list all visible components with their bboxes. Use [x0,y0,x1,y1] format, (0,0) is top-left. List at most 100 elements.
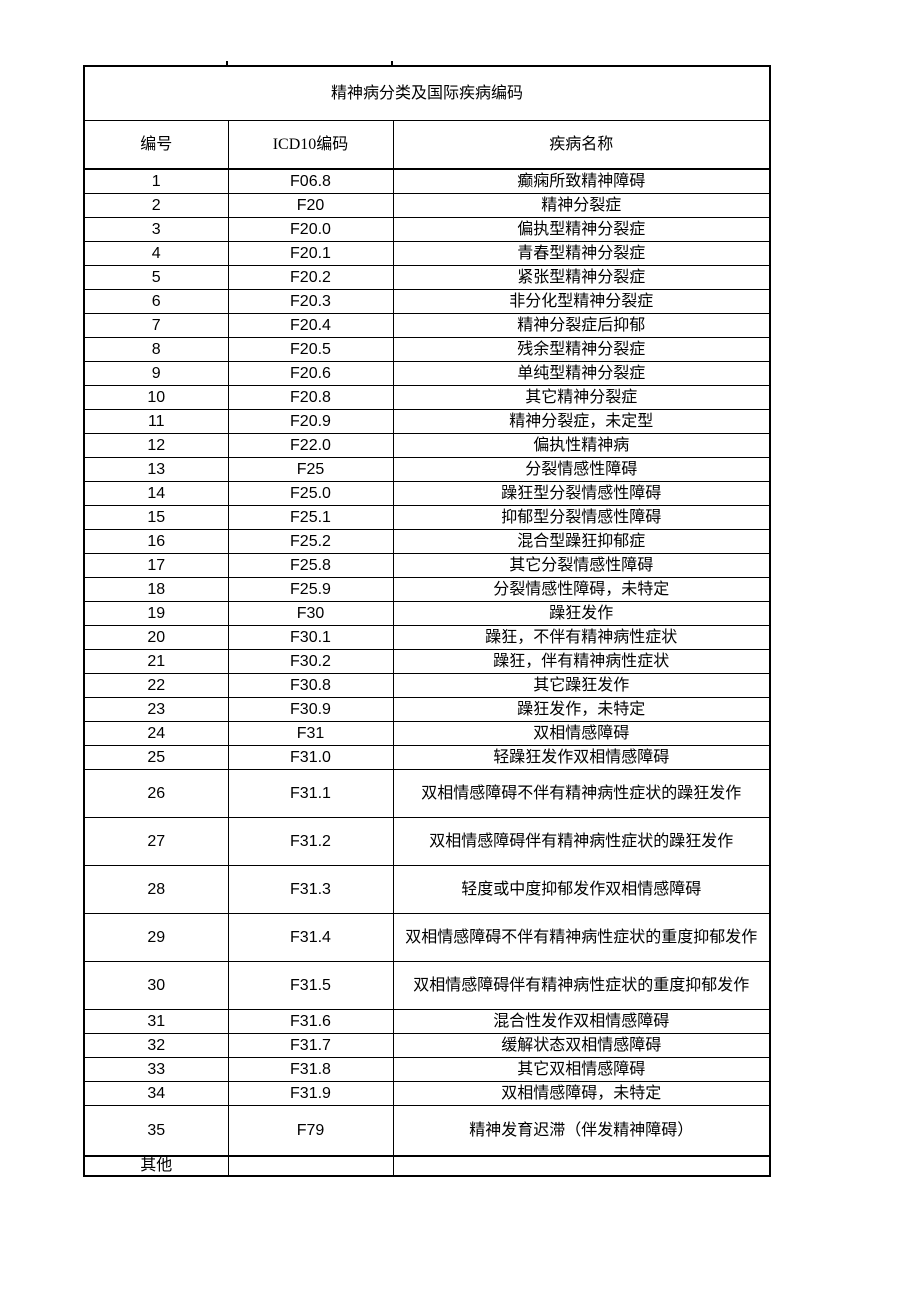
table-row: 27 F31.2 双相情感障碍伴有精神病性症状的躁狂发作 [83,817,771,866]
icd-code-cell: F25.0 [227,481,394,506]
disease-name-cell: 轻躁狂发作双相情感障碍 [392,745,771,770]
disease-name-cell: 精神分裂症，未定型 [392,409,771,434]
icd-code-cell: F20.8 [227,385,394,410]
disease-name-cell: 双相情感障碍伴有精神病性症状的重度抑郁发作 [392,961,771,1010]
icd-code-cell: F20.0 [227,217,394,242]
disease-name-cell: 偏执型精神分裂症 [392,217,771,242]
disease-name-cell: 躁狂，不伴有精神病性症状 [392,625,771,650]
icd-code-cell: F31.1 [227,769,394,818]
row-number-cell: 10 [83,385,229,410]
disease-name-cell: 双相情感障碍 [392,721,771,746]
icd-code-cell: F20.4 [227,313,394,338]
table-row: 32 F31.7 缓解状态双相情感障碍 [83,1033,771,1058]
row-number-cell: 2 [83,193,229,218]
icd-code-cell: F31.6 [227,1009,394,1034]
disease-name-cell: 癫痫所致精神障碍 [392,168,771,194]
disease-name-cell: 轻度或中度抑郁发作双相情感障碍 [392,865,771,914]
table-row: 25 F31.0 轻躁狂发作双相情感障碍 [83,745,771,770]
row-number-cell: 3 [83,217,229,242]
table-row: 16 F25.2 混合型躁狂抑郁症 [83,529,771,554]
disease-name-cell: 缓解状态双相情感障碍 [392,1033,771,1058]
row-number-cell: 21 [83,649,229,674]
column-header-icd10: ICD10编码 [227,120,394,170]
disease-name-cell: 偏执性精神病 [392,433,771,458]
table-row: 23 F30.9 躁狂发作，未特定 [83,697,771,722]
disease-name-cell: 其它精神分裂症 [392,385,771,410]
icd-code-cell: F79 [227,1105,394,1157]
table-row: 30 F31.5 双相情感障碍伴有精神病性症状的重度抑郁发作 [83,961,771,1010]
row-number-cell: 31 [83,1009,229,1034]
icd-code-cell: F31.8 [227,1057,394,1082]
table-row: 2 F20 精神分裂症 [83,193,771,218]
disease-name-cell: 其它双相情感障碍 [392,1057,771,1082]
table-row: 10 F20.8 其它精神分裂症 [83,385,771,410]
row-number-cell: 22 [83,673,229,698]
icd-code-cell: F30.1 [227,625,394,650]
row-number-cell: 12 [83,433,229,458]
row-number-cell: 18 [83,577,229,602]
table-row: 34 F31.9 双相情感障碍，未特定 [83,1081,771,1106]
icd-code-cell: F06.8 [227,168,394,194]
icd-code-cell: F20 [227,193,394,218]
table-row: 19 F30 躁狂发作 [83,601,771,626]
border-stub-left [226,61,228,65]
disease-name-cell: 非分化型精神分裂症 [392,289,771,314]
disease-name-cell: 其它分裂情感性障碍 [392,553,771,578]
table-row: 1 F06.8 癫痫所致精神障碍 [83,168,771,194]
table-row: 4 F20.1 青春型精神分裂症 [83,241,771,266]
table-row: 35 F79 精神发育迟滞（伴发精神障碍） [83,1105,771,1157]
disease-name-cell: 双相情感障碍伴有精神病性症状的躁狂发作 [392,817,771,866]
row-number-cell: 35 [83,1105,229,1157]
icd-code-cell: F25.2 [227,529,394,554]
disease-name-cell: 单纯型精神分裂症 [392,361,771,386]
table-row: 29 F31.4 双相情感障碍不伴有精神病性症状的重度抑郁发作 [83,913,771,962]
table-title: 精神病分类及国际疾病编码 [83,65,771,121]
icd-code-cell: F31.4 [227,913,394,962]
disease-name-cell: 分裂情感性障碍 [392,457,771,482]
icd-code-cell: F31.0 [227,745,394,770]
row-number-cell: 33 [83,1057,229,1082]
column-header-number: 编号 [83,120,229,170]
disease-name-cell: 精神分裂症 [392,193,771,218]
icd-code-cell: F20.6 [227,361,394,386]
icd-code-cell: F25 [227,457,394,482]
icd-code-cell: F25.8 [227,553,394,578]
icd-code-cell: F20.1 [227,241,394,266]
row-number-cell: 17 [83,553,229,578]
icd-code-cell: F31.9 [227,1081,394,1106]
row-number-cell: 1 [83,168,229,194]
icd-code-cell: F31.7 [227,1033,394,1058]
disease-name-cell: 精神发育迟滞（伴发精神障碍） [392,1105,771,1157]
icd-classification-table: 精神病分类及国际疾病编码 编号 ICD10编码 疾病名称 1 F06.8 癫痫所致精… [83,65,771,1177]
row-number-cell: 26 [83,769,229,818]
table-row: 3 F20.0 偏执型精神分裂症 [83,217,771,242]
table-row: 18 F25.9 分裂情感性障碍，未特定 [83,577,771,602]
border-stub-right [391,61,393,65]
row-number-cell: 34 [83,1081,229,1106]
table-row: 20 F30.1 躁狂，不伴有精神病性症状 [83,625,771,650]
disease-name-cell: 混合性发作双相情感障碍 [392,1009,771,1034]
table-row: 12 F22.0 偏执性精神病 [83,433,771,458]
row-number-cell: 19 [83,601,229,626]
footer-label: 其他 [83,1155,229,1177]
disease-name-cell: 残余型精神分裂症 [392,337,771,362]
document-sheet: 精神病分类及国际疾病编码 编号 ICD10编码 疾病名称 1 F06.8 癫痫所致精… [83,65,771,1177]
icd-code-cell: F20.2 [227,265,394,290]
table-row: 11 F20.9 精神分裂症，未定型 [83,409,771,434]
row-number-cell: 9 [83,361,229,386]
disease-name-cell: 分裂情感性障碍，未特定 [392,577,771,602]
disease-name-cell: 躁狂发作 [392,601,771,626]
column-header-disease-name: 疾病名称 [392,120,771,170]
row-number-cell: 7 [83,313,229,338]
table-row: 9 F20.6 单纯型精神分裂症 [83,361,771,386]
footer-code-cell [227,1155,394,1177]
icd-code-cell: F31.3 [227,865,394,914]
icd-code-cell: F30.9 [227,697,394,722]
disease-name-cell: 抑郁型分裂情感性障碍 [392,505,771,530]
icd-code-cell: F30 [227,601,394,626]
icd-code-cell: F25.9 [227,577,394,602]
row-number-cell: 13 [83,457,229,482]
footer-name-cell [392,1155,771,1177]
disease-name-cell: 混合型躁狂抑郁症 [392,529,771,554]
icd-code-cell: F31.5 [227,961,394,1010]
